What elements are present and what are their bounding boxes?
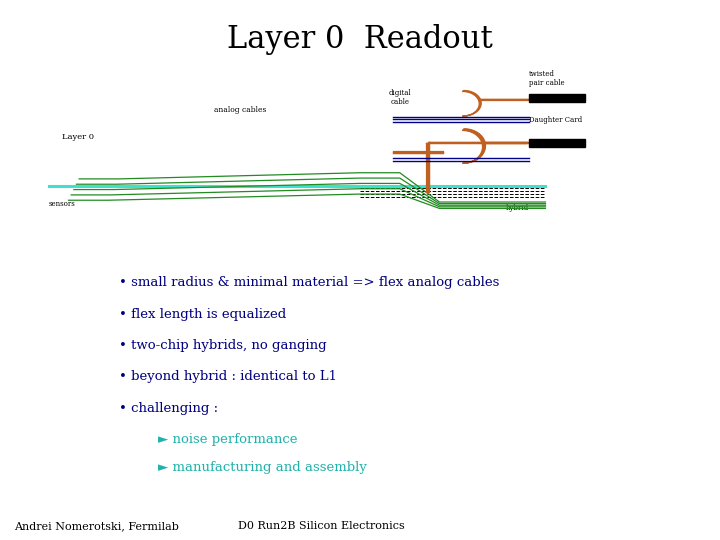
Text: Daughter Card: Daughter Card <box>529 116 582 124</box>
Text: digital
cable: digital cable <box>388 89 411 106</box>
Text: • flex length is equalized: • flex length is equalized <box>119 308 286 321</box>
Text: hybrid: hybrid <box>505 205 529 213</box>
Text: Layer 0  Readout: Layer 0 Readout <box>227 24 493 55</box>
Text: twisted
pair cable: twisted pair cable <box>529 70 564 87</box>
Text: • beyond hybrid : identical to L1: • beyond hybrid : identical to L1 <box>119 370 337 383</box>
Text: D0 Run2B Silicon Electronics: D0 Run2B Silicon Electronics <box>238 521 405 531</box>
Bar <box>529 139 585 147</box>
Bar <box>529 93 585 102</box>
Text: analog cables: analog cables <box>215 106 266 114</box>
Text: • small radius & minimal material => flex analog cables: • small radius & minimal material => fle… <box>119 276 499 289</box>
Text: • challenging :: • challenging : <box>119 402 218 415</box>
Text: Andrei Nomerotski, Fermilab: Andrei Nomerotski, Fermilab <box>14 521 179 531</box>
Text: • two-chip hybrids, no ganging: • two-chip hybrids, no ganging <box>119 339 326 352</box>
Text: Layer 0: Layer 0 <box>62 133 94 141</box>
Text: sensors: sensors <box>49 200 76 208</box>
Text: ► noise performance: ► noise performance <box>158 433 298 446</box>
Text: ► manufacturing and assembly: ► manufacturing and assembly <box>158 461 367 474</box>
